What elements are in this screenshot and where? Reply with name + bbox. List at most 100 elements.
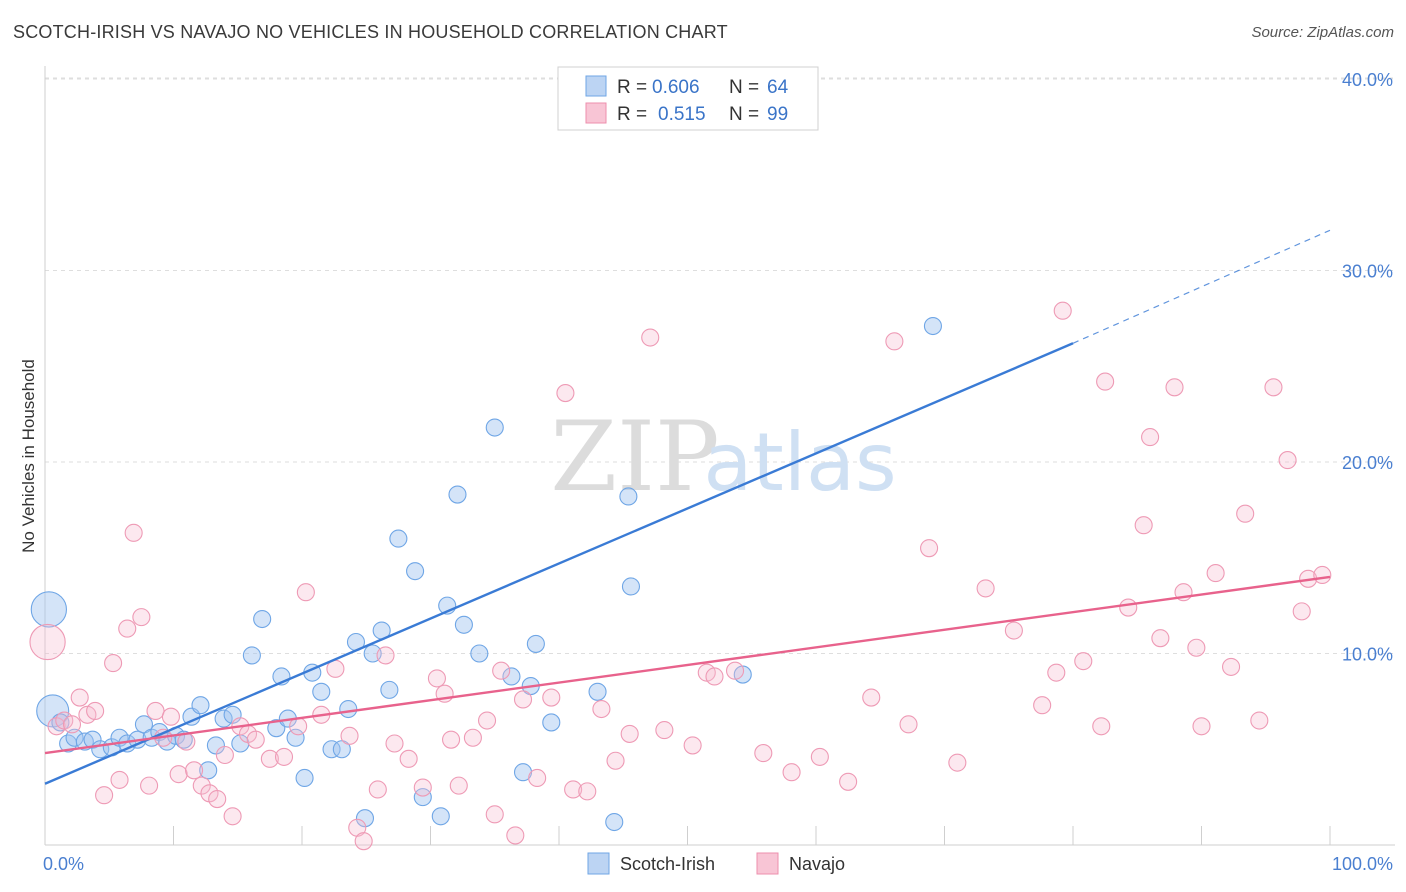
navajo-point-17	[169, 765, 188, 784]
navajo-point-71	[885, 332, 904, 351]
navajo-point-93	[1236, 504, 1255, 523]
navajo-point-87	[1165, 378, 1184, 397]
legend-r-label-1: R =	[617, 104, 647, 125]
navajo-point-59	[620, 724, 639, 743]
navajo-point-53	[542, 688, 561, 707]
navajo-points	[29, 301, 1332, 851]
legend-n-value-1: 99	[767, 104, 788, 125]
axes	[44, 66, 1395, 846]
navajo-point-36	[354, 832, 373, 851]
legend-r-label-0: R =	[617, 77, 647, 98]
navajo-point-20	[192, 776, 211, 795]
navajo-point-29	[274, 747, 294, 766]
navajo-point-3	[62, 715, 82, 734]
scotch-irish-point-43	[406, 562, 425, 581]
navajo-point-65	[725, 661, 745, 680]
navajo-point-11	[124, 523, 143, 542]
navajo-point-91	[1206, 564, 1225, 583]
scotch-irish-point-42	[389, 529, 408, 548]
navajo-point-67	[782, 763, 801, 782]
navajo-point-72	[899, 715, 918, 734]
navajo-point-27	[246, 730, 265, 749]
scotch-irish-point-45	[431, 807, 450, 826]
navajo-point-42	[427, 669, 446, 688]
navajo-point-56	[578, 782, 597, 801]
navajo-point-82	[1096, 372, 1115, 391]
navajo-point-22	[208, 789, 227, 809]
y-tick-labels: 10.0% 20.0% 30.0% 40.0%	[1342, 70, 1393, 665]
chart-title: SCOTCH-IRISH VS NAVAJO NO VEHICLES IN HO…	[13, 22, 728, 42]
navajo-point-96	[1278, 451, 1297, 470]
navajo-point-44	[442, 730, 461, 749]
navajo-trend-line	[44, 575, 1331, 755]
legend-r-value-0: 0.606	[652, 77, 700, 98]
navajo-point-16	[161, 707, 180, 726]
navajo-swatch	[585, 102, 607, 124]
navajo-point-14	[146, 701, 165, 721]
navajo-point-66	[754, 744, 773, 763]
navajo-point-89	[1187, 638, 1206, 657]
navajo-point-83	[1119, 598, 1138, 617]
scotch-irish-point-58	[619, 487, 638, 506]
scotch-irish-swatch	[585, 75, 607, 97]
navajo-point-52	[528, 768, 547, 788]
scotch-irish-point-59	[621, 577, 641, 596]
navajo-point-40	[399, 749, 418, 768]
navajo-point-47	[477, 711, 497, 730]
scotch-irish-point-0	[30, 591, 68, 628]
legend-n-value-0: 64	[767, 77, 789, 98]
bottom-legend: Scotch-Irish Navajo	[587, 852, 845, 875]
scotch-irish-point-34	[322, 740, 341, 759]
scotch-irish-point-54	[526, 634, 545, 653]
watermark: ZIP atlas	[550, 401, 896, 513]
scotch-irish-point-12	[134, 715, 153, 734]
scotch-irish-point-48	[454, 615, 473, 634]
scotch-irish-point-26	[253, 609, 272, 629]
scotch-irish-trend-extension	[1072, 229, 1331, 344]
legend-n-label-0: N =	[729, 77, 759, 98]
scotch-irish-points	[30, 98, 942, 832]
scotch-irish-trend-line	[44, 342, 1074, 785]
navajo-point-49	[492, 661, 511, 680]
scotch-irish-point-57	[605, 812, 624, 832]
navajo-point-97	[1292, 602, 1311, 621]
y-tick-label-20: 20.0%	[1342, 453, 1393, 473]
scotch-irish-point-33	[312, 682, 331, 701]
navajo-point-0	[29, 623, 66, 661]
navajo-point-45	[449, 776, 468, 795]
y-tick-label-10: 10.0%	[1342, 645, 1393, 665]
navajo-point-99	[1313, 565, 1332, 585]
navajo-point-9	[110, 770, 129, 789]
legend-n-label-1: N =	[729, 104, 759, 125]
legend-r-value-1: 0.515	[658, 104, 706, 125]
scotch-irish-point-62	[923, 316, 942, 336]
trend-lines	[44, 229, 1331, 785]
y-axis-title: No Vehicles in Household	[19, 359, 38, 553]
scotch-irish-point-47	[448, 485, 467, 504]
scotch-irish-point-22	[214, 709, 233, 728]
navajo-point-28	[260, 749, 279, 768]
scotch-irish-point-55	[542, 713, 561, 732]
bottom-navajo-swatch	[756, 852, 779, 875]
navajo-point-51	[513, 690, 533, 709]
navajo-point-92	[1222, 657, 1241, 676]
scotch-irish-point-25	[242, 646, 261, 665]
navajo-point-58	[606, 751, 625, 770]
navajo-point-7	[95, 786, 114, 805]
gridlines	[45, 77, 1395, 654]
y-tick-label-30: 30.0%	[1342, 262, 1393, 282]
bottom-legend-scotch-irish: Scotch-Irish	[620, 854, 715, 874]
scotch-irish-point-6	[83, 730, 102, 749]
navajo-point-34	[340, 726, 359, 745]
navajo-point-90	[1192, 717, 1211, 736]
navajo-point-86	[1151, 629, 1170, 648]
bottom-scotch-irish-swatch	[587, 852, 610, 875]
navajo-point-6	[86, 701, 105, 721]
x-tick-label-0: 0.0%	[43, 854, 84, 874]
x-tick-labels: 0.0% 100.0%	[43, 854, 1393, 874]
navajo-point-13	[140, 776, 159, 795]
navajo-point-64	[705, 667, 724, 686]
scotch-irish-point-56	[588, 682, 607, 701]
navajo-point-78	[1047, 663, 1066, 682]
